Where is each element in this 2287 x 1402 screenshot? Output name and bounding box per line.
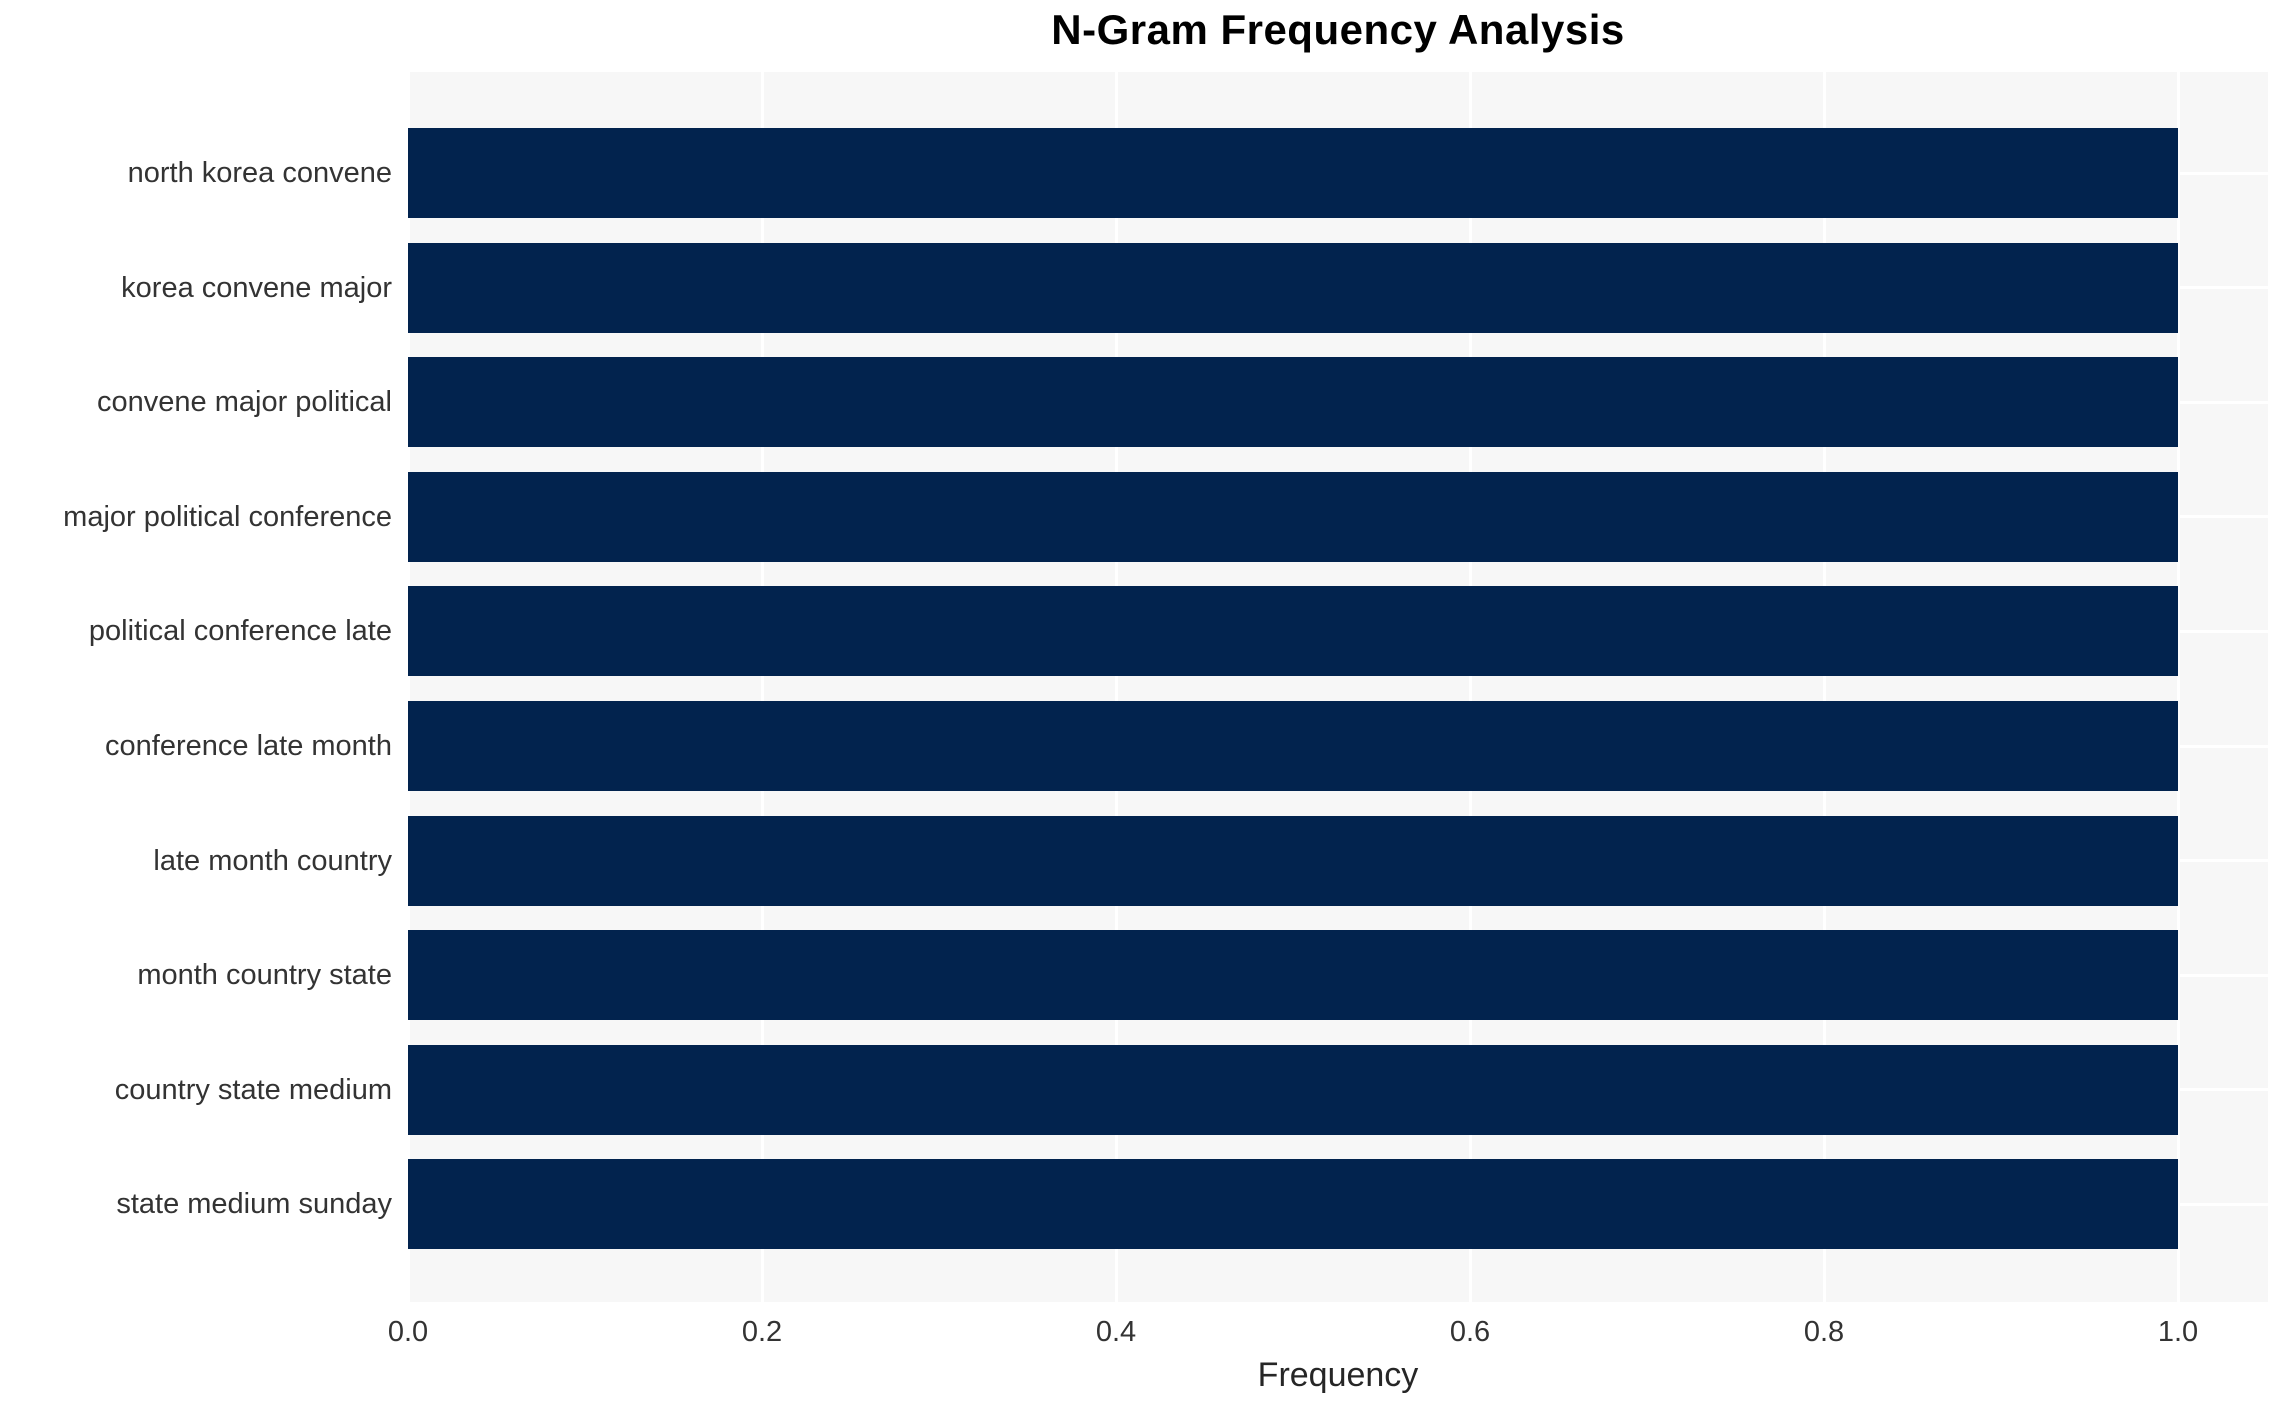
x-tick-label: 1.0	[2157, 1316, 2199, 1348]
bar	[408, 816, 2178, 906]
x-gridline	[407, 72, 410, 1302]
bar	[408, 1159, 2178, 1249]
chart-title: N-Gram Frequency Analysis	[1051, 6, 1625, 53]
x-tick-label: 0.8	[1803, 1316, 1845, 1348]
x-gridline	[1823, 72, 1826, 1302]
x-tick-label: 0.0	[387, 1316, 429, 1348]
y-tick-label: conference late month	[105, 730, 392, 762]
bar	[408, 930, 2178, 1020]
x-tick-label: 0.6	[1449, 1316, 1491, 1348]
bar	[408, 586, 2178, 676]
y-tick-label: month country state	[137, 959, 392, 991]
y-tick-label: late month country	[153, 845, 392, 877]
y-tick-label: political conference late	[88, 615, 392, 647]
x-gridline	[1469, 72, 1472, 1302]
bar	[408, 128, 2178, 218]
bar	[408, 357, 2178, 447]
y-tick-label: convene major political	[97, 386, 392, 418]
plot-area	[407, 72, 2268, 1302]
bar	[408, 243, 2178, 333]
bar	[408, 1045, 2178, 1135]
bar	[408, 701, 2178, 791]
y-tick-label: country state medium	[114, 1074, 392, 1106]
x-tick-label: 0.2	[741, 1316, 783, 1348]
y-tick-label: state medium sunday	[116, 1188, 392, 1220]
x-gridline	[761, 72, 764, 1302]
y-tick-label: north korea convene	[127, 157, 392, 189]
bar	[408, 472, 2178, 562]
y-tick-label: major political conference	[63, 501, 392, 533]
x-axis-title: Frequency	[1257, 1356, 1419, 1394]
x-tick-label: 0.4	[1095, 1316, 1137, 1348]
y-tick-label: korea convene major	[121, 272, 392, 304]
x-gridline	[1115, 72, 1118, 1302]
x-gridline	[2177, 72, 2180, 1302]
